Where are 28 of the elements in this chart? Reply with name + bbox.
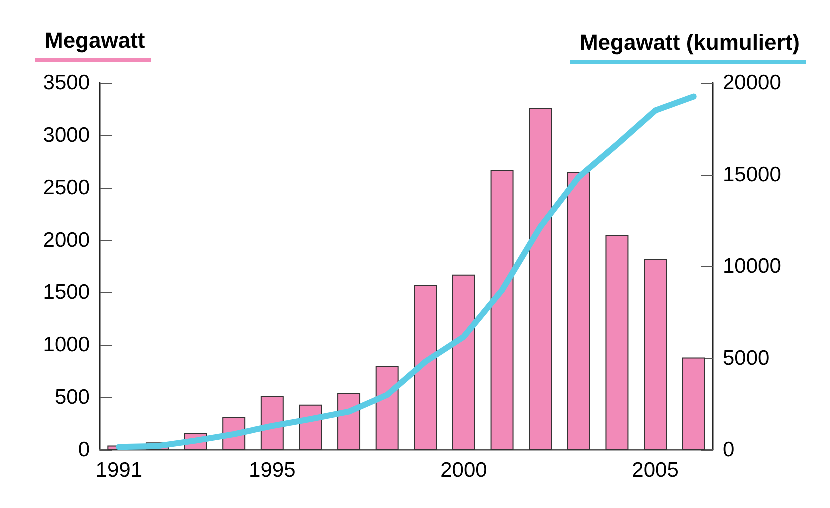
y-tick-label: 2500 [43,176,90,200]
y-tick-label: 0 [78,438,90,462]
y-axis-title: Megawatt [45,28,146,54]
y2-tick-label: 0 [723,438,735,462]
y2-tick-label: 5000 [723,346,770,370]
bar [452,274,476,450]
x-tick-label: 1991 [96,459,143,482]
bar [644,259,668,450]
bar [606,235,629,450]
y2-tick-label: 20000 [723,72,782,94]
y-tick-label: 1500 [43,281,90,304]
x-tick-label: 1995 [249,459,296,482]
y-tick-label: 2000 [43,228,90,252]
y2-tick-label: 15000 [723,163,782,186]
y2-tick-label: 10000 [723,255,782,278]
x-tick-label: 2005 [632,459,679,482]
y-tick-label: 500 [54,386,90,410]
bar [567,172,590,450]
y2-axis-title: Megawatt (kumuliert) [580,30,800,56]
y-tick-label: 1000 [43,334,90,357]
x-tick-label: 2000 [440,459,488,482]
y-tick-label: 3500 [43,72,90,94]
bar [376,366,399,450]
bar [682,358,706,450]
bar [490,170,514,450]
bar [529,108,552,450]
bar [414,285,438,450]
y-tick-label: 3000 [43,124,90,147]
